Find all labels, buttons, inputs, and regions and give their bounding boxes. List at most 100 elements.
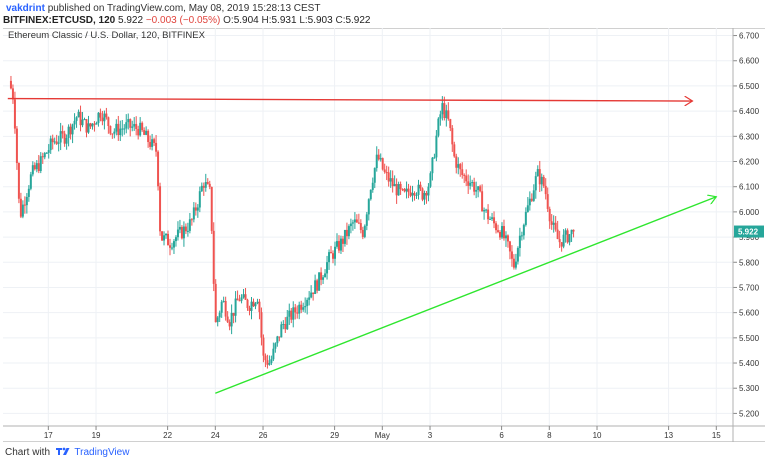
candle-body <box>481 191 484 212</box>
candle-body <box>83 119 86 121</box>
candle-body <box>337 241 340 251</box>
candle-body <box>437 118 440 136</box>
candle-body <box>485 209 488 211</box>
last-price: 5.922 <box>118 15 144 26</box>
candle-body <box>409 192 412 196</box>
chart-header: vakdrint published on TradingView.com, M… <box>0 0 768 28</box>
candle-body <box>427 186 430 196</box>
open-value: 5.904 <box>233 15 259 26</box>
candle-body <box>332 253 335 259</box>
candle-body <box>240 297 243 301</box>
last-price-label: 5.922 <box>738 228 759 237</box>
time-axis: 17 19 22 24 26 29 May 3 6 8 10 13 15 <box>3 425 765 440</box>
trend-lines <box>7 99 717 394</box>
candle-body <box>67 126 70 138</box>
candle-body <box>353 219 356 223</box>
candle-body <box>292 307 295 320</box>
candle-body <box>473 182 476 192</box>
candle-body <box>55 141 58 144</box>
candle-body <box>25 196 28 206</box>
candle-body <box>548 208 551 222</box>
candle-body <box>308 297 311 300</box>
x-tick-label: 15 <box>712 431 721 440</box>
footer-brand-link[interactable]: TradingView <box>74 447 130 458</box>
candle-body <box>572 229 575 232</box>
candle-body <box>554 222 557 230</box>
candle-body <box>349 223 352 227</box>
candle-body <box>379 158 382 160</box>
candle-body <box>568 234 571 243</box>
chart-frame <box>3 28 765 442</box>
low-label: L: <box>299 15 308 26</box>
candle-body <box>178 226 181 230</box>
candle-body <box>566 230 569 243</box>
y-tick-label: 6.000 <box>739 208 760 217</box>
candle-body <box>234 298 237 316</box>
candle-body <box>105 113 108 118</box>
candle-body <box>314 280 317 294</box>
candle-body <box>322 277 325 280</box>
candle-body <box>536 169 539 177</box>
candle-body <box>248 307 251 311</box>
candle-body <box>216 317 219 323</box>
candle-body <box>123 128 126 130</box>
candle-body <box>493 217 496 224</box>
candle-body <box>483 210 486 212</box>
candle-body <box>491 217 494 219</box>
candle-body <box>330 252 333 254</box>
candle-body <box>471 182 474 184</box>
candle-body <box>538 169 541 185</box>
candle-body <box>570 229 573 235</box>
candle-body <box>21 204 24 217</box>
candle-body <box>228 322 231 327</box>
candle-body <box>383 169 386 173</box>
candle-body <box>135 123 138 130</box>
x-tick-label: 19 <box>92 431 101 440</box>
candle-body <box>77 111 80 118</box>
candle-body <box>558 239 561 243</box>
candle-body <box>304 306 307 308</box>
candle-body <box>51 138 54 143</box>
candle-body <box>377 154 380 160</box>
candle-body <box>256 301 259 304</box>
candle-body <box>347 226 350 237</box>
x-tick-label: 6 <box>499 431 504 440</box>
candle-body <box>479 186 482 192</box>
candle-body <box>224 300 227 317</box>
candle-body <box>161 231 164 241</box>
candle-body <box>391 178 394 187</box>
price-change: −0.003 (−0.05%) <box>145 15 221 26</box>
candle-body <box>99 112 102 118</box>
y-tick-label: 6.100 <box>739 183 760 192</box>
candle-body <box>222 300 225 302</box>
candle-body <box>421 188 424 200</box>
candle-body <box>550 221 553 225</box>
candle-body <box>405 188 408 192</box>
candle-body <box>371 182 374 190</box>
candle-body <box>425 192 428 196</box>
candle-body <box>198 191 201 208</box>
candle-body <box>435 135 438 158</box>
candle-body <box>504 235 507 239</box>
candle-body <box>39 156 42 172</box>
publish-info: published on TradingView.com, May 08, 20… <box>47 3 321 14</box>
candle-body <box>180 226 183 239</box>
candle-body <box>87 123 90 133</box>
candle-body <box>328 252 331 263</box>
author-link[interactable]: vakdrint <box>6 3 45 14</box>
x-tick-label: 29 <box>330 431 339 440</box>
candle-body <box>149 142 152 147</box>
candle-body <box>463 174 466 176</box>
candle-body <box>399 184 402 190</box>
candle-body <box>439 114 442 119</box>
candle-body <box>15 128 18 164</box>
y-tick-label: 5.700 <box>739 283 760 292</box>
candle-body <box>514 261 517 268</box>
candle-body <box>61 131 64 134</box>
candle-body <box>107 117 110 127</box>
candle-body <box>27 188 30 197</box>
y-tick-label: 6.200 <box>739 158 760 167</box>
candle-body <box>367 199 370 215</box>
candle-body <box>286 316 289 330</box>
